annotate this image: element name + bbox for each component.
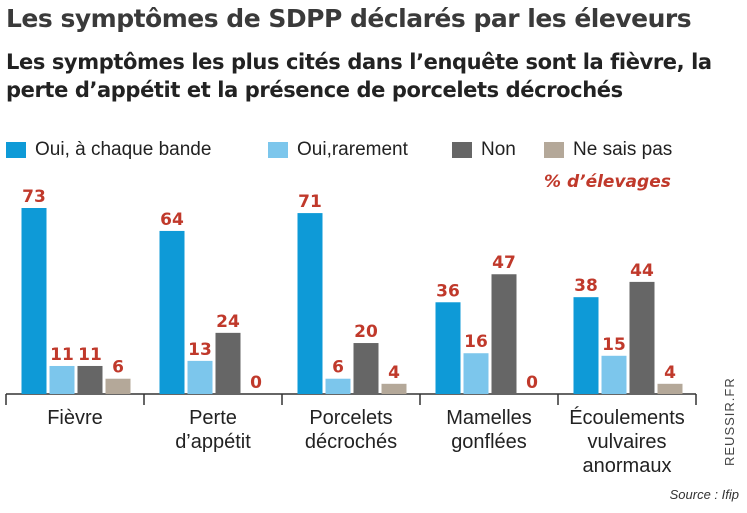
value-label-perte-oui-a-chaque-bande: 64 [160, 210, 184, 230]
value-label-ecoulements-oui-rarement: 15 [602, 335, 626, 355]
value-label-porcelets-oui-a-chaque-bande: 71 [298, 192, 322, 212]
legend-swatch-oui-chaque-bande [6, 142, 26, 158]
value-label-mamelles-oui-a-chaque-bande: 36 [436, 281, 460, 301]
source-note: Source : Ifip [669, 487, 739, 502]
value-label-fievre-ne-sais-pas: 6 [112, 358, 124, 378]
value-label-perte-ne-sais-pas: 0 [250, 373, 262, 393]
value-label-ecoulements-non: 44 [630, 261, 654, 281]
value-label-perte-non: 24 [216, 312, 240, 332]
value-label-fievre-oui-a-chaque-bande: 73 [22, 187, 46, 207]
bar-mamelles-oui-a-chaque-bande [435, 302, 461, 394]
value-label-mamelles-ne-sais-pas: 0 [526, 373, 538, 393]
bar-porcelets-oui-a-chaque-bande [297, 213, 323, 394]
legend-swatch-non [452, 142, 472, 158]
bar-porcelets-oui-rarement [325, 378, 351, 394]
category-label-perte: d’appétit [175, 431, 251, 453]
bar-porcelets-ne-sais-pas [381, 383, 407, 394]
bar-fievre-oui-a-chaque-bande [21, 208, 47, 394]
value-label-mamelles-oui-rarement: 16 [464, 332, 488, 352]
category-label-ecoulements: anormaux [583, 455, 672, 477]
legend-swatch-ne-sais-pas [544, 142, 564, 158]
bar-perte-oui-rarement [187, 360, 213, 394]
category-label-fievre: Fièvre [47, 407, 103, 429]
bar-porcelets-non [353, 343, 379, 394]
value-label-perte-oui-rarement: 13 [188, 340, 212, 360]
bar-perte-non [215, 332, 241, 394]
value-label-porcelets-oui-rarement: 6 [332, 358, 344, 378]
category-label-ecoulements: vulvaires [588, 431, 667, 453]
legend-label-non: Non [481, 139, 516, 160]
bar-fievre-non [77, 365, 103, 394]
bar-mamelles-non [491, 274, 517, 394]
category-label-porcelets: Porcelets [309, 407, 392, 429]
bar-perte-oui-a-chaque-bande [159, 230, 185, 394]
value-label-fievre-non: 11 [78, 345, 102, 365]
value-label-porcelets-ne-sais-pas: 4 [388, 363, 400, 383]
category-label-ecoulements: Écoulements [569, 406, 685, 429]
chart-subtitle: Les symptômes les plus cités dans l’enqu… [6, 50, 712, 102]
category-label-porcelets: décrochés [305, 431, 397, 453]
value-label-ecoulements-ne-sais-pas: 4 [664, 363, 676, 383]
category-label-mamelles: gonflées [451, 431, 527, 453]
unit-label: % d’élevages [544, 172, 671, 192]
legend-label-ne-sais-pas: Ne sais pas [573, 139, 673, 160]
value-label-ecoulements-oui-a-chaque-bande: 38 [574, 276, 598, 296]
category-label-mamelles: Mamelles [446, 407, 532, 429]
watermark: REUSSIR.FR [722, 377, 737, 467]
bar-fievre-oui-rarement [49, 365, 75, 394]
chart-title: Les symptômes de SDPP déclarés par les é… [6, 4, 692, 33]
legend-label-oui-rarement: Oui,rarement [297, 139, 408, 160]
legend-label-oui-chaque-bande: Oui, à chaque bande [35, 139, 212, 160]
value-label-porcelets-non: 20 [354, 322, 378, 342]
bar-ecoulements-oui-a-chaque-bande [573, 297, 599, 394]
value-label-fievre-oui-rarement: 11 [50, 345, 74, 365]
bar-fievre-ne-sais-pas [105, 378, 131, 394]
value-label-mamelles-non: 47 [492, 253, 516, 273]
category-label-perte: Perte [189, 407, 237, 429]
bar-ecoulements-ne-sais-pas [657, 383, 683, 394]
legend-swatch-oui-rarement [268, 142, 288, 158]
bar-mamelles-oui-rarement [463, 353, 489, 394]
bar-ecoulements-non [629, 281, 655, 394]
bar-ecoulements-oui-rarement [601, 355, 627, 394]
